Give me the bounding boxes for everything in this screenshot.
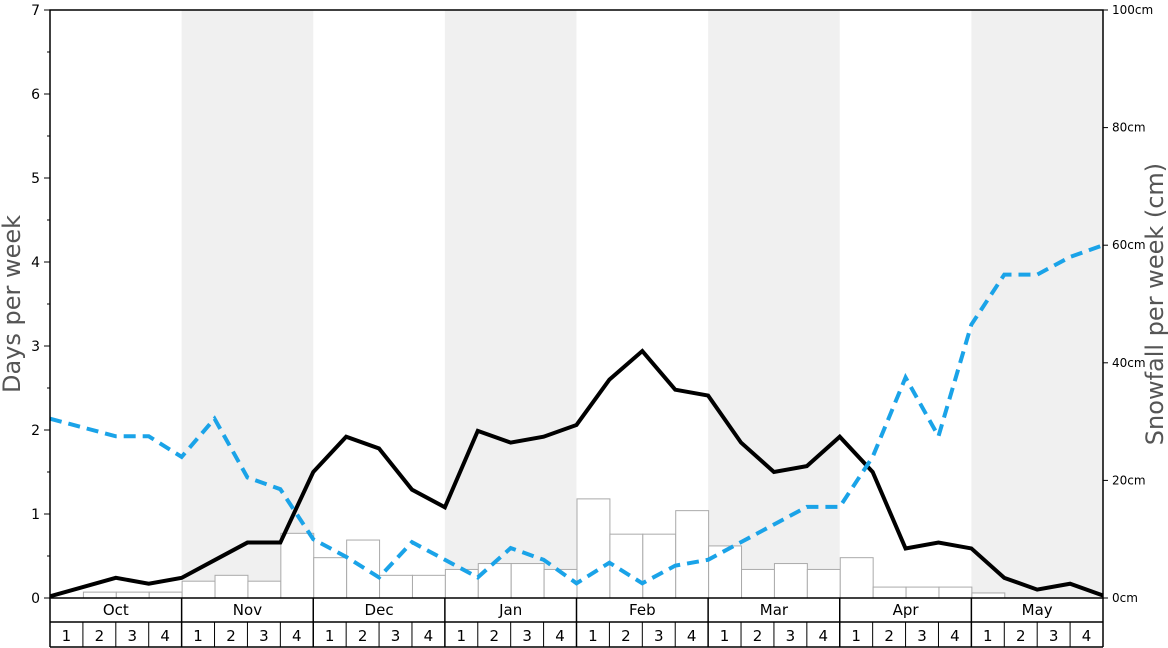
week-label: 3 — [127, 627, 137, 645]
week-label: 1 — [588, 627, 598, 645]
week-label: 3 — [1049, 627, 1059, 645]
left-tick-label: 7 — [31, 3, 40, 19]
week-label: 3 — [917, 627, 927, 645]
y-axis-left-label: Days per week — [0, 215, 26, 393]
week-label: 3 — [391, 627, 401, 645]
month-label-mar: Mar — [760, 601, 789, 619]
snow-bar-2 — [82, 591, 117, 599]
month-week-axis: Oct 1 2 3 4 Nov 1 2 3 4 Dec 1 2 3 4 Jan 1 2 3 4 Feb 1 2 3 4 Mar 1 2… — [49, 598, 1104, 648]
week-label: 2 — [489, 627, 499, 645]
week-label: 3 — [786, 627, 796, 645]
month-label-may: May — [1022, 601, 1053, 619]
snow-days-line — [49, 348, 1104, 599]
week-label: 2 — [1016, 627, 1026, 645]
snow-bar-13 — [444, 568, 479, 599]
week-label: 4 — [950, 627, 960, 645]
y-axis-right-label: Snowfall per week (cm) — [1141, 163, 1168, 445]
snow-bar-9 — [313, 557, 348, 599]
snow-bar-16 — [543, 568, 578, 599]
month-label-oct: Oct — [103, 601, 129, 619]
left-tick-label: 3 — [31, 339, 40, 355]
right-tick-label: 40cm — [1112, 356, 1146, 370]
snow-bar-17 — [576, 498, 611, 599]
snow-bar-28 — [938, 586, 973, 599]
snow-bar-29 — [971, 592, 1006, 599]
snow-bar-24 — [806, 568, 841, 599]
left-tick-label: 1 — [31, 507, 40, 523]
week-label: 2 — [753, 627, 763, 645]
snow-bar-12 — [411, 574, 446, 599]
snow-bar-20 — [675, 510, 710, 599]
week-label: 2 — [358, 627, 368, 645]
week-label: 1 — [720, 627, 730, 645]
shade-mar — [708, 10, 840, 598]
right-tick-label: 0cm — [1112, 591, 1138, 605]
right-tick-label: 100cm — [1112, 3, 1153, 17]
month-label-apr: Apr — [893, 601, 920, 619]
week-label: 4 — [687, 627, 697, 645]
week-label: 2 — [226, 627, 236, 645]
snow-bar-22 — [741, 568, 775, 599]
week-label: 2 — [95, 627, 105, 645]
shade-may — [971, 10, 1103, 598]
series-lines — [49, 243, 1104, 599]
snow-bar-14 — [477, 563, 512, 599]
snow-bar-5 — [181, 580, 216, 599]
week-label: 1 — [62, 627, 72, 645]
left-tick-label: 5 — [31, 171, 40, 187]
snowfall-line — [49, 243, 1104, 586]
week-label: 3 — [654, 627, 664, 645]
week-label: 4 — [160, 627, 170, 645]
left-tick-label: 6 — [31, 87, 40, 103]
week-label: 2 — [884, 627, 894, 645]
month-shading — [181, 10, 1103, 598]
week-label: 4 — [292, 627, 302, 645]
axes: 0 1 2 3 4 5 6 7 0cm 20cm 40cm 60cm 80cm 100cm — [31, 3, 1153, 607]
snow-bar-7 — [247, 580, 282, 599]
snow-bar-18 — [609, 533, 644, 599]
week-label: 1 — [193, 627, 203, 645]
month-label-jan: Jan — [498, 601, 522, 619]
snow-bar-21 — [708, 545, 743, 599]
snow-bar-23 — [773, 563, 808, 599]
left-tick-label: 0 — [31, 591, 40, 607]
week-label: 1 — [457, 627, 467, 645]
week-label: 1 — [983, 627, 993, 645]
right-tick-label: 80cm — [1112, 121, 1146, 135]
month-label-feb: Feb — [629, 601, 656, 619]
left-tick-label: 2 — [31, 423, 40, 439]
week-label: 4 — [555, 627, 565, 645]
snow-bar-3 — [115, 591, 150, 599]
month-label-nov: Nov — [233, 601, 262, 619]
week-label: 1 — [851, 627, 861, 645]
week-label: 4 — [424, 627, 434, 645]
snowy-days-bars — [82, 498, 1006, 599]
snow-bar-4 — [148, 591, 183, 599]
snow-bar-6 — [214, 574, 249, 599]
snow-bar-26 — [872, 586, 907, 599]
week-label: 4 — [1082, 627, 1092, 645]
shade-jan — [444, 10, 577, 598]
snow-bar-25 — [839, 557, 874, 599]
left-tick-label: 4 — [31, 255, 40, 271]
right-tick-label: 60cm — [1112, 238, 1146, 252]
snow-bar-27 — [905, 586, 940, 599]
week-label: 4 — [819, 627, 829, 645]
snow-bar-11 — [379, 574, 413, 599]
snow-bar-15 — [510, 563, 545, 599]
week-label: 3 — [522, 627, 532, 645]
week-label: 1 — [325, 627, 335, 645]
month-label-dec: Dec — [365, 601, 394, 619]
week-label: 2 — [621, 627, 631, 645]
week-label: 3 — [259, 627, 269, 645]
right-tick-label: 20cm — [1112, 473, 1146, 487]
shade-nov — [181, 10, 314, 598]
snow-bar-8 — [280, 532, 315, 599]
